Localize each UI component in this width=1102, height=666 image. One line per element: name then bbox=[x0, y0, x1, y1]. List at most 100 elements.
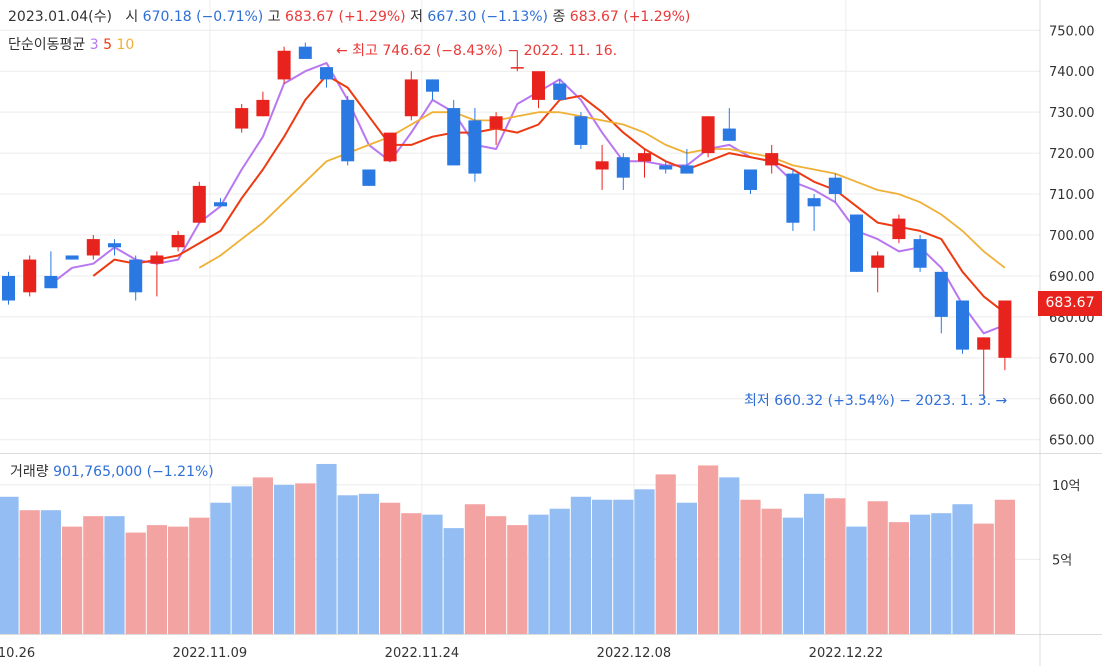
candle bbox=[722, 108, 736, 141]
volume-bar bbox=[761, 508, 782, 634]
candle-body bbox=[998, 300, 1012, 358]
candle bbox=[786, 169, 800, 231]
low-label: 저 bbox=[410, 9, 423, 25]
candle bbox=[574, 112, 588, 150]
candle bbox=[489, 112, 503, 145]
price-tick-label: 700.00 bbox=[1049, 229, 1095, 244]
candle-body bbox=[362, 169, 376, 186]
candle-body bbox=[786, 173, 800, 223]
open-label: 시 bbox=[125, 9, 139, 25]
volume-bar bbox=[443, 528, 464, 634]
low-value: 667.30 (−1.13%) bbox=[427, 9, 548, 25]
price-tick-label: 690.00 bbox=[1049, 270, 1095, 285]
high-value: 683.67 (+1.29%) bbox=[285, 9, 406, 25]
candle-body bbox=[913, 239, 927, 268]
candle-body bbox=[86, 239, 100, 256]
volume-bar bbox=[125, 532, 146, 634]
candle bbox=[235, 103, 249, 133]
volume-bar bbox=[931, 513, 952, 634]
volume-value: 901,765,000 (−1.21%) bbox=[53, 464, 214, 480]
volume-bar bbox=[698, 465, 719, 634]
moving-average-legend[interactable]: 단순이동평균 3 5 10 bbox=[8, 34, 134, 54]
volume-bar bbox=[62, 526, 83, 634]
candle-body bbox=[214, 202, 227, 207]
candle bbox=[553, 79, 567, 100]
candle-body bbox=[574, 116, 588, 145]
candle bbox=[934, 271, 948, 334]
candle-body bbox=[426, 79, 439, 92]
date-tick-label: 2022.12.22 bbox=[809, 646, 883, 661]
candle bbox=[277, 46, 291, 84]
ma-legend-label: 단순이동평균 bbox=[8, 37, 86, 53]
candle bbox=[129, 255, 143, 301]
candle-body bbox=[595, 161, 609, 170]
volume-bar bbox=[719, 477, 740, 634]
price-tick-label: 650.00 bbox=[1049, 434, 1095, 449]
candle-body bbox=[934, 271, 948, 317]
date-tick-label: 2022.11.09 bbox=[173, 646, 247, 661]
candle bbox=[659, 161, 673, 174]
candle bbox=[828, 173, 842, 203]
candle-body bbox=[850, 214, 863, 272]
volume-bars[interactable] bbox=[0, 463, 1015, 634]
volume-bar bbox=[867, 501, 888, 634]
candle-body bbox=[638, 153, 651, 162]
candle-body bbox=[871, 255, 885, 268]
volume-bar bbox=[952, 504, 973, 634]
volume-bar bbox=[507, 525, 528, 634]
candle bbox=[86, 235, 100, 260]
candle-body bbox=[956, 300, 969, 350]
volume-bar bbox=[380, 502, 401, 634]
ma10-legend: 10 bbox=[116, 37, 135, 53]
candle bbox=[595, 144, 609, 190]
date-tick-label: 2022.11.24 bbox=[385, 646, 459, 661]
candle-body bbox=[65, 255, 79, 260]
price-tick-label: 660.00 bbox=[1049, 393, 1095, 408]
volume-bar bbox=[189, 517, 210, 634]
volume-label: 거래량 bbox=[10, 464, 49, 480]
candle bbox=[362, 169, 376, 186]
candle bbox=[341, 95, 355, 166]
candle-body bbox=[23, 259, 37, 293]
candle bbox=[998, 300, 1012, 371]
candle bbox=[744, 169, 757, 195]
price-tick-label: 740.00 bbox=[1049, 65, 1095, 80]
candle bbox=[256, 91, 270, 117]
volume-bar bbox=[655, 474, 676, 634]
price-tick-label: 730.00 bbox=[1049, 106, 1095, 121]
candle bbox=[192, 181, 206, 223]
volume-legend: 거래량 901,765,000 (−1.21%) bbox=[10, 461, 214, 481]
volume-bar bbox=[825, 498, 846, 634]
volume-bar bbox=[613, 499, 634, 634]
volume-bar bbox=[422, 514, 443, 634]
volume-bar bbox=[401, 513, 422, 634]
candle-body bbox=[828, 177, 842, 195]
volume-bar bbox=[0, 496, 19, 634]
candle-body bbox=[659, 165, 673, 170]
candle-body bbox=[383, 132, 397, 162]
tick-labels: 650.00660.00670.00680.00690.00700.00710.… bbox=[0, 24, 1095, 661]
volume-bar bbox=[782, 517, 803, 634]
header-date: 2023.01.04(수) bbox=[8, 9, 112, 25]
candle bbox=[320, 67, 333, 88]
volume-bar bbox=[910, 514, 931, 634]
volume-bar bbox=[104, 516, 125, 634]
volume-bar bbox=[549, 508, 570, 634]
candle-body bbox=[532, 71, 545, 100]
moving-average-lines bbox=[50, 62, 1006, 335]
candle-body bbox=[489, 116, 503, 129]
candle bbox=[108, 239, 121, 256]
candle bbox=[638, 149, 651, 178]
candle bbox=[404, 71, 418, 121]
volume-bar bbox=[83, 516, 104, 634]
candle-body bbox=[722, 128, 736, 141]
candle-body bbox=[44, 275, 58, 289]
volume-bar bbox=[973, 523, 994, 634]
date-tick-label: 2022.12.08 bbox=[597, 646, 671, 661]
low-annotation: 최저 660.32 (+3.54%) − 2023. 1. 3. → bbox=[744, 393, 1008, 409]
volume-tick-label: 5억 bbox=[1052, 553, 1072, 568]
volume-bar bbox=[464, 504, 485, 634]
volume-bar bbox=[592, 499, 613, 634]
candlesticks[interactable] bbox=[2, 42, 1012, 399]
